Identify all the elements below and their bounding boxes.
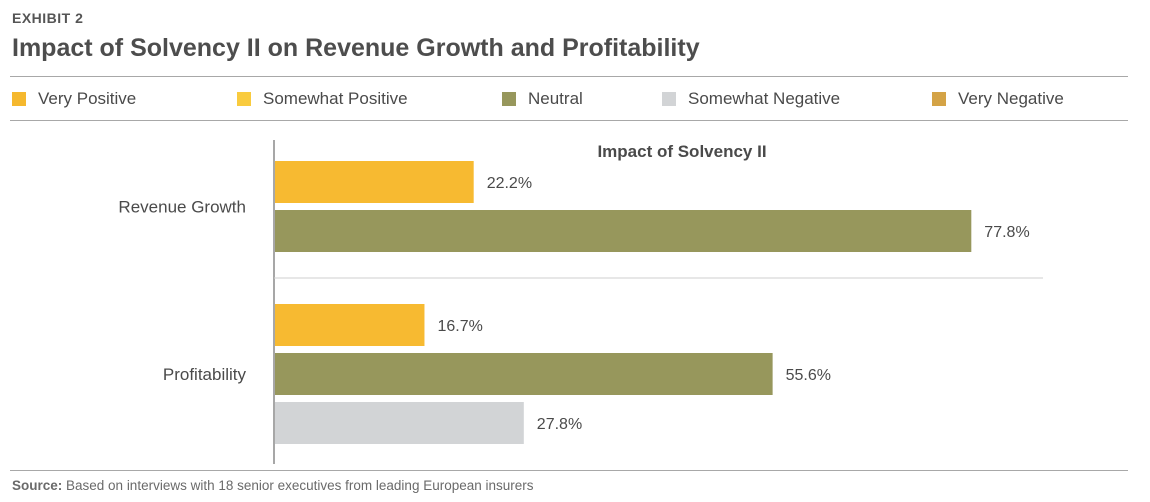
- data-label: 55.6%: [786, 367, 831, 384]
- legend: Very Positive Somewhat Positive Neutral …: [12, 88, 1122, 110]
- data-label: 27.8%: [537, 416, 582, 433]
- legend-label: Somewhat Negative: [688, 89, 841, 108]
- bar: [275, 353, 773, 395]
- category-label: Profitability: [163, 365, 247, 384]
- data-label: 16.7%: [437, 318, 482, 335]
- chart-title: Impact of Solvency II on Revenue Growth …: [12, 34, 700, 62]
- legend-item-somewhat-negative: Somewhat Negative: [662, 88, 840, 110]
- legend-item-neutral: Neutral: [502, 88, 583, 110]
- source-text: Based on interviews with 18 senior execu…: [62, 478, 534, 493]
- exhibit-label: EXHIBIT 2: [12, 10, 84, 26]
- legend-divider: [10, 120, 1128, 121]
- legend-swatch: [12, 92, 26, 106]
- legend-swatch: [237, 92, 251, 106]
- legend-label: Very Negative: [958, 89, 1064, 108]
- legend-label: Very Positive: [38, 89, 137, 108]
- bar-chart: Impact of Solvency II Revenue Growth 22.2%…: [118, 140, 1043, 464]
- legend-swatch: [662, 92, 676, 106]
- bottom-divider: [10, 470, 1128, 471]
- bar: [275, 304, 425, 346]
- legend-swatch: [502, 92, 516, 106]
- legend-item-very-negative: Very Negative: [932, 88, 1064, 110]
- bar: [275, 402, 524, 444]
- source-note: Source: Based on interviews with 18 seni…: [12, 478, 534, 493]
- bar: [275, 210, 972, 252]
- category-label: Revenue Growth: [118, 198, 246, 217]
- data-label: 22.2%: [487, 175, 532, 192]
- chart-inner-title: Impact of Solvency II: [597, 142, 766, 161]
- legend-label: Neutral: [528, 89, 583, 108]
- legend-item-somewhat-positive: Somewhat Positive: [237, 88, 408, 110]
- data-label: 77.8%: [984, 224, 1029, 241]
- legend-item-very-positive: Very Positive: [12, 88, 136, 110]
- top-divider: [10, 76, 1128, 77]
- bar: [275, 161, 474, 203]
- legend-label: Somewhat Positive: [263, 89, 408, 108]
- legend-swatch: [932, 92, 946, 106]
- source-label: Source:: [12, 478, 63, 493]
